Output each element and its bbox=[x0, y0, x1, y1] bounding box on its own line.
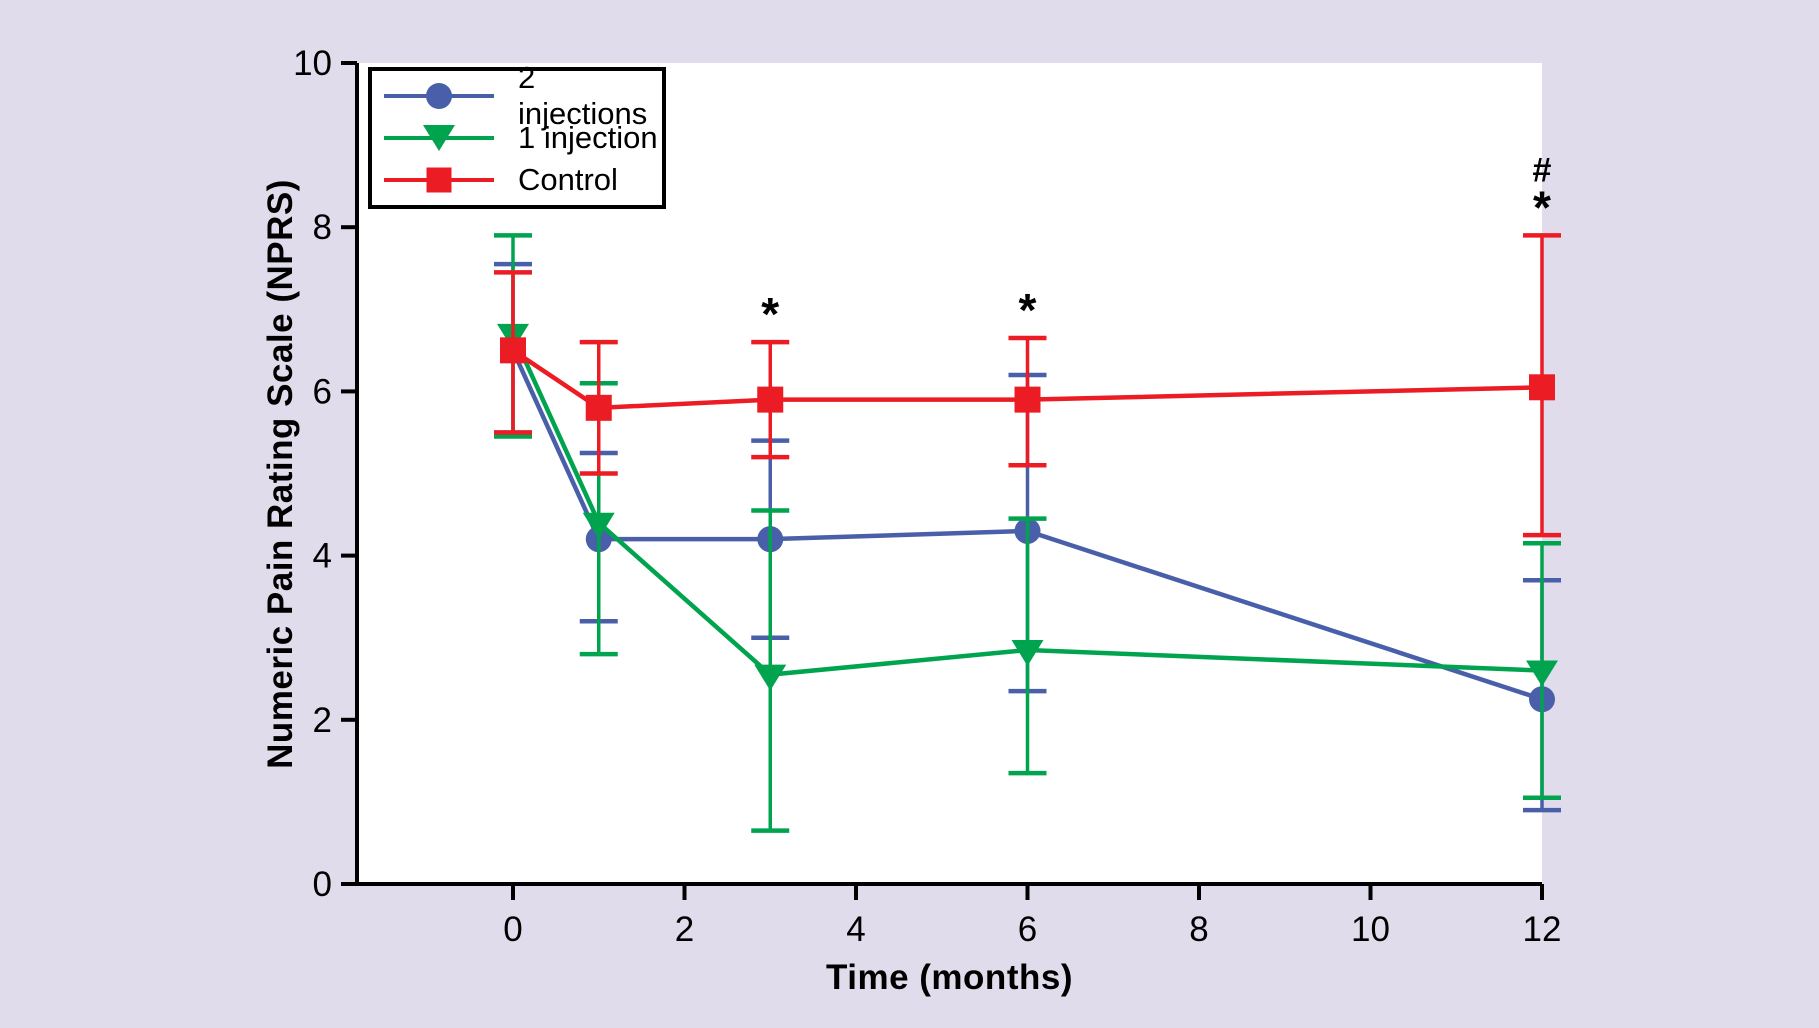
y-axis-title: Numeric Pain Rating Scale (NPRS) bbox=[261, 179, 300, 769]
annotation-asterisk-month-6: * bbox=[1019, 284, 1037, 336]
x-tick-label-12: 12 bbox=[1523, 910, 1562, 949]
legend-item-2-injections: 2 injections bbox=[372, 60, 662, 131]
data-point-square-control bbox=[500, 337, 526, 364]
y-tick-label-0: 0 bbox=[313, 865, 332, 904]
annotation-asterisk-month-3: * bbox=[761, 288, 779, 340]
legend-swatch-2-injections bbox=[384, 81, 494, 111]
y-tick-label-2: 2 bbox=[313, 701, 332, 740]
x-axis-title: Time (months) bbox=[826, 958, 1073, 997]
y-tick-label-6: 6 bbox=[313, 372, 332, 411]
y-tick-label-10: 10 bbox=[293, 44, 332, 83]
data-point-square-control bbox=[585, 394, 612, 421]
x-tick-label-2: 2 bbox=[675, 910, 694, 949]
data-point-triangle-1-injection bbox=[582, 512, 615, 539]
triangle-down-marker-icon bbox=[423, 125, 455, 151]
annotation-hash-month-12: # bbox=[1533, 151, 1552, 189]
y-tick-label-4: 4 bbox=[313, 537, 332, 576]
legend-item-1-injection: 1 injection bbox=[372, 118, 662, 158]
legend-label: 2 injections bbox=[518, 60, 648, 131]
legend: 2 injections 1 injection Control bbox=[368, 60, 666, 209]
circle-marker-icon bbox=[426, 83, 452, 109]
legend-swatch-control bbox=[384, 165, 494, 195]
x-tick-label-6: 6 bbox=[1018, 910, 1037, 949]
data-point-square-control bbox=[757, 386, 784, 413]
annotation-asterisk-month-12: * bbox=[1533, 181, 1551, 233]
data-point-triangle-1-injection bbox=[1526, 660, 1558, 687]
legend-swatch-1-injection bbox=[384, 123, 494, 153]
data-point-triangle-1-injection bbox=[754, 664, 787, 691]
legend-label: Control bbox=[518, 162, 618, 197]
data-point-triangle-1-injection bbox=[1011, 640, 1044, 667]
x-tick-label-10: 10 bbox=[1351, 910, 1390, 949]
x-tick-label-8: 8 bbox=[1189, 910, 1208, 949]
square-marker-icon bbox=[426, 167, 452, 193]
data-point-square-control bbox=[1014, 386, 1041, 413]
legend-label: 1 injection bbox=[518, 120, 658, 155]
x-tick-label-4: 4 bbox=[846, 910, 865, 949]
data-point-square-control bbox=[1529, 374, 1555, 401]
y-tick-label-8: 8 bbox=[313, 208, 332, 247]
x-tick-label-0: 0 bbox=[503, 910, 522, 949]
legend-item-control: Control bbox=[372, 160, 662, 200]
